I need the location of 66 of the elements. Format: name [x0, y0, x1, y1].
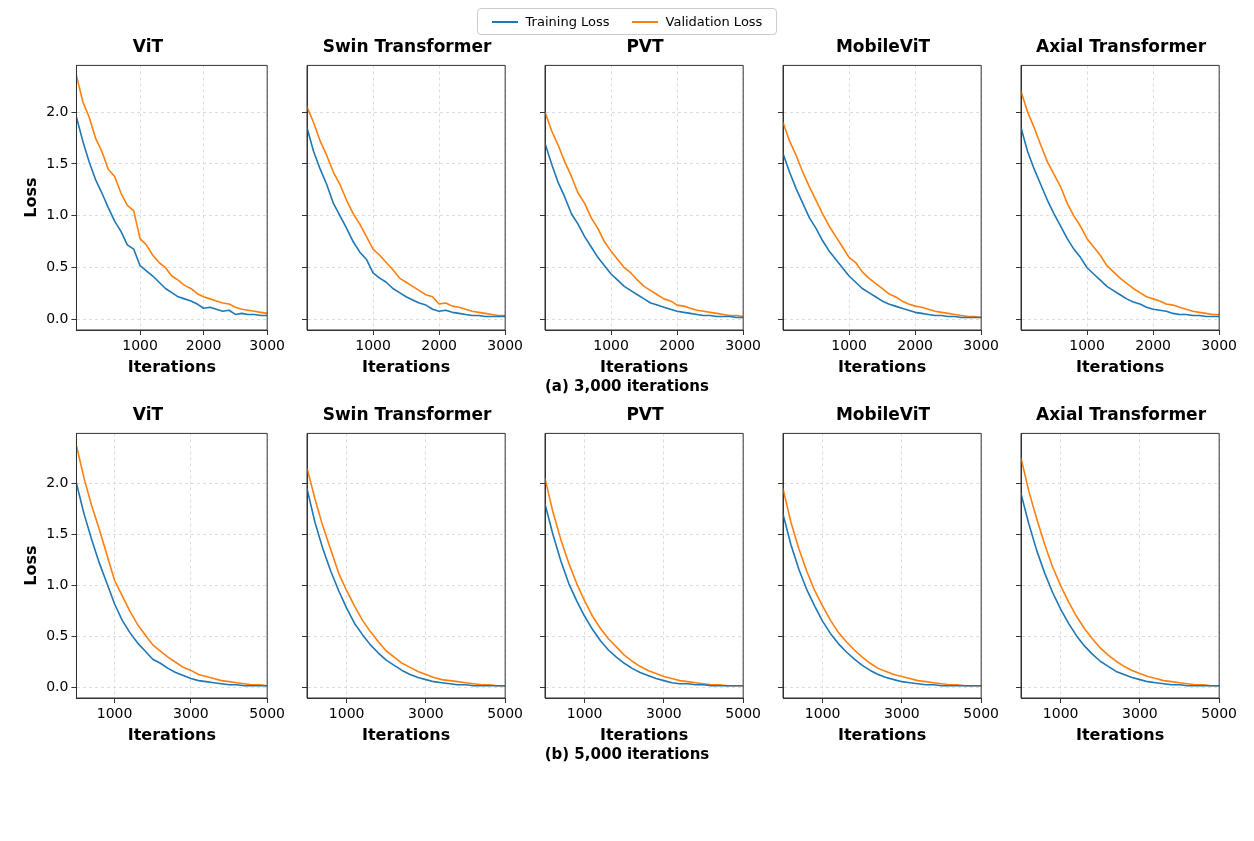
x-tick-label: 1000: [593, 337, 629, 354]
x-axis-title: Iterations: [600, 356, 689, 376]
x-tick-label: 2000: [659, 337, 695, 354]
x-tick-label: 1000: [96, 705, 133, 722]
y-tick-label: 1.5: [46, 525, 69, 542]
x-tick-label: 5000: [487, 705, 524, 722]
x-tick-label: 3000: [249, 337, 286, 354]
y-tick-label: 0.0: [46, 310, 69, 327]
x-tick-label: 3000: [963, 337, 1000, 354]
chart-title: MobileViT: [835, 35, 931, 56]
x-tick-label: 1000: [566, 705, 603, 722]
chart-title: MobileViT: [835, 403, 931, 424]
legend-label: Validation Loss: [665, 14, 763, 29]
x-tick-label: 1000: [355, 337, 391, 354]
y-tick-label: 2.0: [46, 474, 69, 491]
x-tick-label: 3000: [487, 337, 524, 354]
legend-label: Training Loss: [525, 14, 610, 29]
x-axis-title: Iterations: [127, 724, 216, 744]
chart-title: Swin Transformer: [322, 403, 492, 424]
x-tick-label: 1000: [1069, 337, 1105, 354]
x-tick-label: 5000: [725, 705, 762, 722]
x-tick-label: 3000: [884, 705, 920, 722]
x-tick-label: 1000: [1042, 705, 1079, 722]
x-tick-label: 3000: [725, 337, 762, 354]
x-tick-label: 3000: [1201, 337, 1238, 354]
x-tick-label: 2000: [185, 337, 222, 354]
x-axis-title: Iterations: [127, 356, 216, 376]
x-tick-label: 2000: [421, 337, 457, 354]
x-tick-label: 1000: [831, 337, 867, 354]
y-axis-title: Loss: [20, 177, 40, 218]
x-tick-label: 1000: [122, 337, 158, 354]
x-tick-label: 3000: [173, 705, 209, 722]
chart-title: Axial Transformer: [1035, 403, 1207, 424]
x-tick-label: 2000: [1135, 337, 1171, 354]
y-tick-label: 1.5: [46, 154, 69, 171]
x-axis-title: Iterations: [600, 724, 689, 744]
text: (a) 3,000 iterations: [544, 377, 710, 395]
x-axis-title: Iterations: [1076, 724, 1165, 744]
y-tick-label: 1.0: [46, 576, 69, 593]
y-tick-label: 1.0: [46, 206, 69, 223]
x-tick-label: 5000: [249, 705, 286, 722]
chart-title: PVT: [626, 403, 665, 424]
chart-title: ViT: [132, 403, 164, 424]
x-axis-title: Iterations: [1076, 356, 1165, 376]
x-tick-label: 2000: [897, 337, 933, 354]
x-tick-label: 5000: [1201, 705, 1238, 722]
x-axis-title: Iterations: [362, 356, 451, 376]
x-axis-title: Iterations: [838, 724, 927, 744]
chart-title: Swin Transformer: [322, 35, 492, 56]
y-tick-label: 0.5: [46, 627, 69, 644]
x-tick-label: 1000: [328, 705, 365, 722]
y-tick-label: 2.0: [46, 102, 69, 119]
x-axis-title: Iterations: [838, 356, 927, 376]
chart-title: PVT: [626, 35, 665, 56]
x-tick-label: 3000: [1122, 705, 1158, 722]
x-tick-label: 1000: [804, 705, 841, 722]
y-axis-title: Loss: [20, 545, 40, 586]
chart-title: ViT: [132, 35, 164, 56]
chart-title: Axial Transformer: [1035, 35, 1207, 56]
x-tick-label: 5000: [963, 705, 1000, 722]
x-axis-title: Iterations: [362, 724, 451, 744]
x-tick-label: 3000: [646, 705, 682, 722]
y-tick-label: 0.5: [46, 258, 69, 275]
x-tick-label: 3000: [408, 705, 444, 722]
text: (b) 5,000 iterations: [543, 745, 711, 763]
y-tick-label: 0.0: [46, 678, 69, 695]
